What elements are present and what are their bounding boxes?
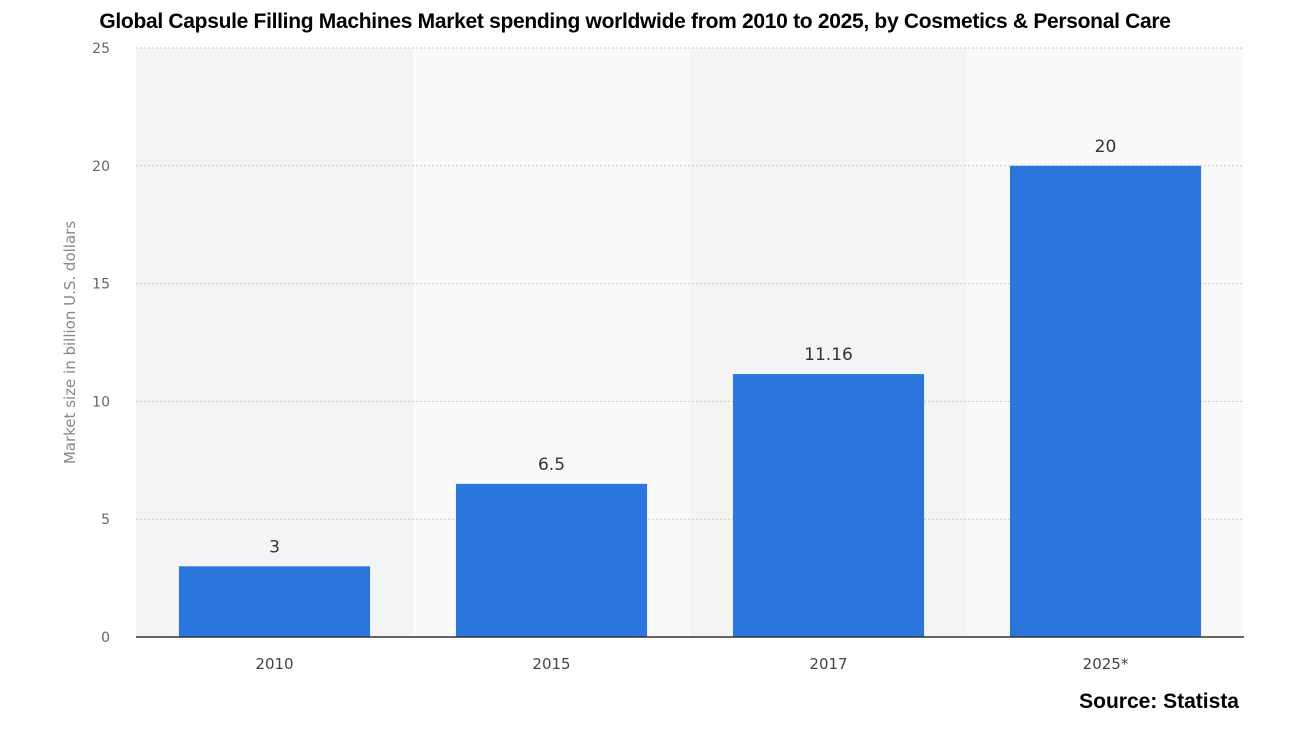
data-label: 11.16 — [804, 345, 853, 365]
y-tick-label: 15 — [92, 277, 110, 293]
y-tick-label: 0 — [101, 630, 110, 646]
x-tick-label: 2017 — [809, 655, 847, 673]
x-tick-label: 2015 — [532, 655, 570, 673]
y-axis-title: Market size in billion U.S. dollars — [61, 221, 79, 464]
source-note: Source: Statista — [1079, 690, 1239, 713]
data-labels: 3 6.5 11.16 20 — [269, 137, 1116, 558]
bars — [178, 165, 1202, 638]
y-tick-label: 5 — [101, 512, 110, 528]
x-tick-label: 2010 — [255, 655, 293, 673]
x-tick-label: 2025* — [1083, 655, 1129, 673]
bar — [1009, 165, 1202, 638]
x-axis-ticks: 2010 2015 2017 2025* — [255, 655, 1128, 673]
y-tick-label: 10 — [92, 394, 110, 410]
data-label: 6.5 — [538, 455, 565, 475]
chart-title: Global Capsule Filling Machines Market s… — [99, 10, 1171, 33]
bar — [178, 566, 371, 637]
y-tick-label: 20 — [92, 159, 110, 175]
bar — [455, 483, 648, 637]
y-tick-label: 25 — [92, 41, 110, 57]
y-axis-ticks: 0 5 10 15 20 25 — [92, 41, 110, 646]
data-label: 20 — [1095, 137, 1117, 157]
band-0 — [136, 48, 413, 637]
bar — [732, 374, 925, 637]
gridlines — [136, 47, 1244, 520]
data-label: 3 — [269, 537, 280, 557]
